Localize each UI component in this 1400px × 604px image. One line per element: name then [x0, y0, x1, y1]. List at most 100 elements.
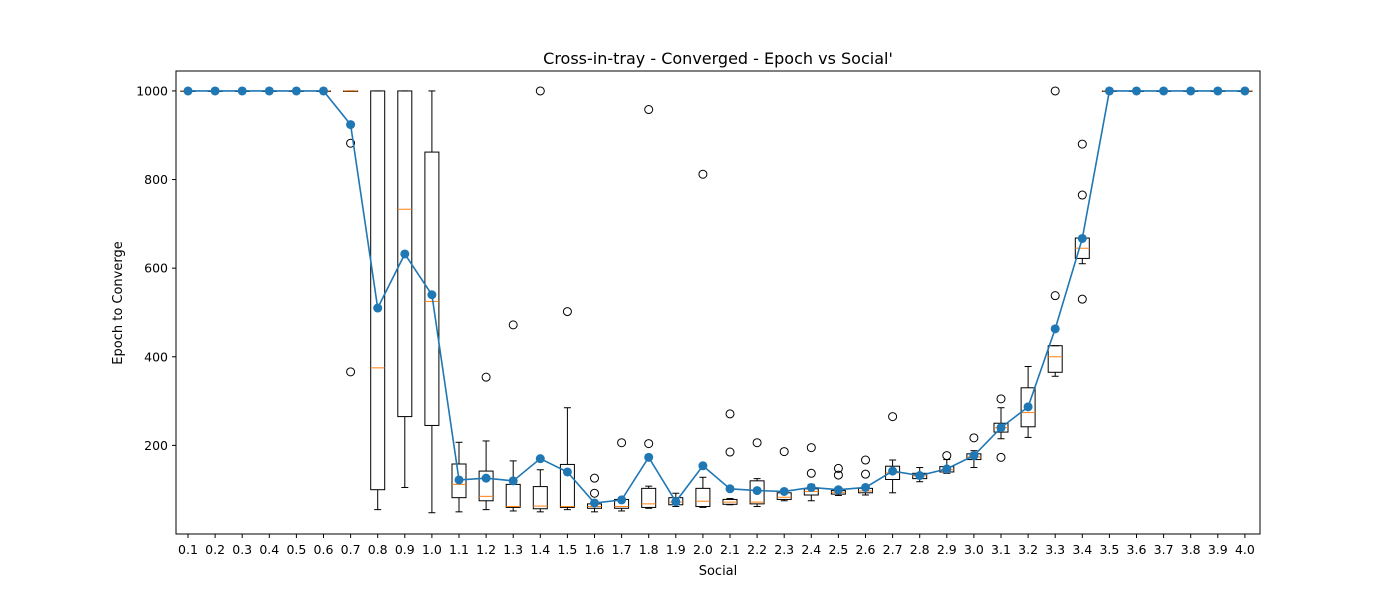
outlier-point	[1050, 291, 1060, 301]
axes: 0.1 0.2 0.3 0.4 0.5 0.6 0.7 0.8 0.9 1.0 1.1 1.2 1.3 1…	[136, 83, 1255, 557]
box-3.3	[1047, 86, 1063, 377]
y-tick-label: 200	[144, 438, 168, 453]
mean-point-1.1	[454, 475, 464, 485]
outlier-point	[996, 452, 1006, 462]
box-1.5	[559, 307, 575, 511]
mean-point-3.5	[1104, 86, 1114, 96]
mean-point-0.9	[400, 249, 410, 259]
box-0.7	[343, 90, 359, 377]
outlier-point	[535, 86, 545, 96]
plot-frame	[175, 70, 1261, 535]
outlier-point	[833, 463, 843, 473]
box-body	[370, 90, 386, 491]
outlier-point	[1050, 86, 1060, 96]
mean-point-1.9	[671, 497, 681, 507]
x-tick-label: 3.3	[1045, 542, 1065, 557]
y-axis-label: Epoch to Converge	[111, 241, 126, 364]
x-tick-label: 0.9	[395, 542, 415, 557]
x-tick-label: 2.6	[856, 542, 876, 557]
x-tick-label: 3.9	[1208, 542, 1228, 557]
mean-point-4.0	[1240, 86, 1250, 96]
mean-point-2.2	[752, 486, 762, 496]
outlier-point	[833, 470, 843, 480]
outlier-point	[644, 105, 654, 115]
box-body	[397, 90, 413, 418]
x-tick-label: 2.4	[801, 542, 821, 557]
x-tick-label: 0.4	[259, 542, 279, 557]
mean-point-2.4	[806, 482, 816, 492]
box-0.8	[370, 90, 386, 511]
box-body	[641, 487, 657, 508]
outlier-point	[346, 138, 356, 148]
outlier-point	[481, 372, 491, 382]
x-tick-label: 2.7	[883, 542, 903, 557]
x-tick-label: 3.0	[964, 542, 984, 557]
outlier-point	[1077, 294, 1087, 304]
box-3.4	[1074, 139, 1090, 304]
mean-point-2.9	[942, 464, 952, 474]
mean-point-1.7	[617, 495, 627, 505]
outlier-point	[562, 307, 572, 317]
x-tick-label: 3.1	[991, 542, 1011, 557]
x-tick-label: 1.1	[449, 542, 469, 557]
box-body	[749, 480, 765, 505]
x-tick-label: 1.0	[422, 542, 442, 557]
y-tick-label: 800	[144, 172, 168, 187]
outlier-point	[942, 451, 952, 461]
box-body	[695, 487, 711, 508]
x-tick-label: 1.9	[666, 542, 686, 557]
mean-point-2.5	[833, 485, 843, 495]
mean-series-line	[188, 90, 1245, 504]
outlier-point	[346, 367, 356, 377]
x-tick-label: 2.5	[828, 542, 848, 557]
box-1.1	[451, 441, 467, 513]
x-tick-label: 3.2	[1018, 542, 1038, 557]
x-tick-label: 0.2	[205, 542, 225, 557]
x-tick-label: 2.0	[693, 542, 713, 557]
x-tick-label: 3.6	[1127, 542, 1147, 557]
box-2.2	[749, 438, 765, 508]
box-body	[532, 486, 548, 510]
outlier-point	[1077, 139, 1087, 149]
mean-point-1.0	[427, 290, 437, 300]
mean-point-0.4	[264, 86, 274, 96]
x-tick-label: 1.6	[585, 542, 605, 557]
x-axis-label: Social	[699, 564, 738, 579]
mean-point-2.0	[698, 461, 708, 471]
plot-area	[180, 86, 1253, 514]
x-tick-label: 3.5	[1099, 542, 1119, 557]
outlier-point	[806, 443, 816, 453]
x-tick-label: 1.2	[476, 542, 496, 557]
mean-point-2.6	[861, 482, 870, 492]
mean-point-1.8	[644, 452, 654, 462]
box-3.2	[1020, 366, 1036, 438]
mean-point-3.6	[1132, 86, 1141, 96]
outlier-point	[996, 394, 1006, 404]
outlier-point	[725, 409, 735, 419]
outlier-point	[969, 433, 979, 443]
x-tick-label: 3.8	[1181, 542, 1201, 557]
outlier-point	[725, 447, 735, 457]
box-1.8	[641, 105, 657, 509]
x-tick-label: 1.8	[639, 542, 659, 557]
x-tick-label: 0.1	[178, 542, 198, 557]
x-tick-label: 0.6	[314, 542, 334, 557]
y-tick-label: 1000	[136, 83, 168, 98]
box-2.1	[722, 409, 738, 506]
outlier-point	[644, 439, 654, 449]
mean-point-3.4	[1077, 233, 1087, 243]
x-tick-label: 4.0	[1235, 542, 1255, 557]
outlier-point	[752, 438, 762, 448]
box-body	[505, 483, 521, 508]
box-2.4	[803, 443, 819, 502]
mean-point-2.1	[725, 484, 735, 494]
outlier-point	[861, 469, 870, 479]
x-tick-label: 3.7	[1154, 542, 1174, 557]
mean-point-2.3	[779, 486, 789, 496]
box-body	[1020, 387, 1036, 428]
mean-point-3.8	[1186, 86, 1196, 96]
outlier-point	[779, 447, 789, 457]
x-tick-label: 0.7	[341, 542, 361, 557]
mean-point-3.0	[969, 451, 979, 461]
outlier-point	[617, 438, 627, 448]
